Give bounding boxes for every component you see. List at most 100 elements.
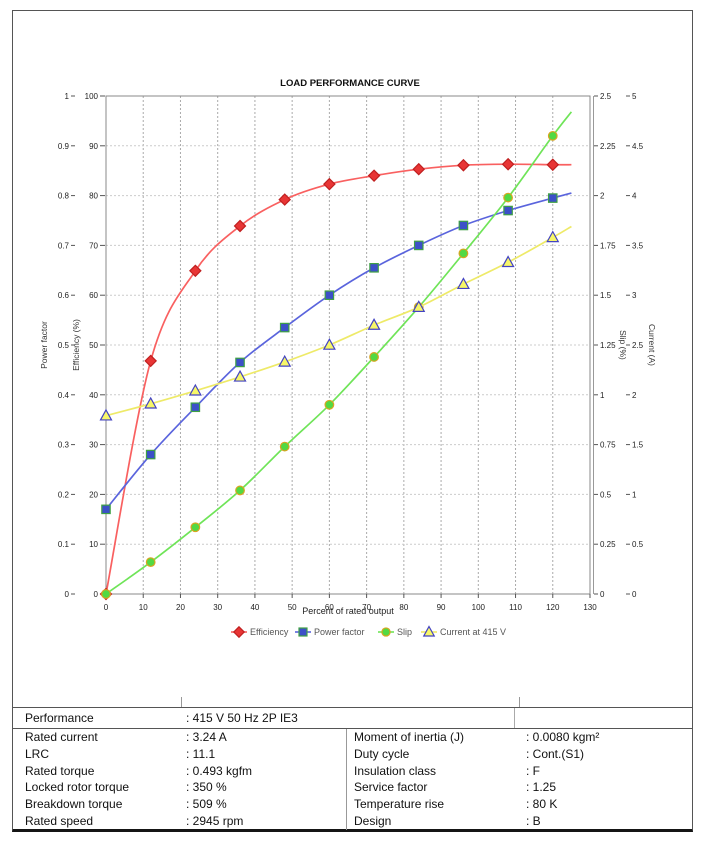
spec-value: : 80 K bbox=[526, 797, 558, 812]
table-spacer-row bbox=[13, 697, 692, 707]
legend-item-current: Current at 415 V bbox=[421, 625, 506, 637]
spec-value: : 11.1 bbox=[186, 746, 216, 761]
chart-title: LOAD PERFORMANCE CURVE bbox=[280, 78, 420, 89]
svg-text:100: 100 bbox=[472, 603, 486, 612]
performance-row-divider bbox=[514, 708, 515, 729]
svg-text:1.75: 1.75 bbox=[600, 241, 616, 250]
series-current bbox=[99, 225, 572, 421]
svg-text:Efficiency: Efficiency bbox=[250, 627, 289, 637]
svg-text:60: 60 bbox=[89, 291, 98, 300]
svg-text:130: 130 bbox=[583, 603, 597, 612]
svg-text:70: 70 bbox=[89, 241, 98, 250]
svg-text:0.8: 0.8 bbox=[58, 192, 70, 201]
spec-label: Locked rotor torque bbox=[25, 780, 130, 795]
svg-text:30: 30 bbox=[213, 603, 222, 612]
svg-text:0: 0 bbox=[94, 590, 99, 599]
svg-text:1.5: 1.5 bbox=[632, 441, 644, 450]
spec-label: Duty cycle bbox=[354, 746, 410, 761]
svg-text:2: 2 bbox=[600, 192, 605, 201]
x-axis-title: Percent of rated output bbox=[302, 606, 394, 616]
spec-row: Service factor : 1.25 bbox=[347, 779, 692, 796]
plot-border bbox=[105, 95, 591, 595]
svg-text:0: 0 bbox=[632, 590, 637, 599]
legend-item-power_factor: Power factor bbox=[295, 627, 365, 637]
svg-text:4: 4 bbox=[632, 192, 637, 201]
svg-text:110: 110 bbox=[509, 603, 522, 612]
datasheet-frame: LOAD PERFORMANCE CURVE 0 10 20 30 40 50 60 70 80 9… bbox=[12, 10, 693, 832]
spec-label: LRC bbox=[25, 746, 50, 761]
spec-value: : 350 % bbox=[186, 780, 227, 795]
gridlines bbox=[105, 95, 591, 595]
spec-row: Duty cycle : Cont.(S1) bbox=[347, 746, 692, 763]
performance-value: : 415 V 50 Hz 2P IE3 bbox=[186, 711, 298, 725]
svg-text:Slip: Slip bbox=[397, 627, 412, 637]
svg-text:5: 5 bbox=[632, 92, 637, 101]
svg-text:60: 60 bbox=[325, 603, 334, 612]
x-axis: 0 10 20 30 40 50 60 70 80 90 100 110 120 130 Percent o… bbox=[104, 594, 597, 616]
svg-text:0: 0 bbox=[104, 603, 109, 612]
svg-text:50: 50 bbox=[89, 341, 98, 350]
svg-text:0.5: 0.5 bbox=[58, 341, 70, 350]
spec-value: : 2945 rpm bbox=[186, 813, 244, 828]
svg-text:10: 10 bbox=[139, 603, 148, 612]
svg-text:1: 1 bbox=[600, 391, 605, 400]
svg-text:80: 80 bbox=[399, 603, 408, 612]
spec-label: Service factor bbox=[354, 780, 428, 795]
spec-label: Rated torque bbox=[25, 763, 95, 778]
svg-text:0.6: 0.6 bbox=[58, 291, 70, 300]
spec-row: Rated speed: 2945 rpm bbox=[13, 813, 346, 830]
spec-row: Moment of inertia (J): 0.0080 kgm² bbox=[347, 729, 692, 746]
series-power_factor bbox=[101, 192, 572, 515]
spacer-divider bbox=[519, 697, 520, 707]
spec-value: : B bbox=[526, 813, 541, 828]
svg-text:2.25: 2.25 bbox=[600, 142, 616, 151]
spec-row: Rated torque : 0.493 kgfm bbox=[13, 763, 346, 780]
svg-text:2: 2 bbox=[632, 391, 637, 400]
spec-row: Design: B bbox=[347, 813, 692, 830]
spec-label: Rated current bbox=[25, 730, 98, 744]
svg-text:50: 50 bbox=[288, 603, 297, 612]
svg-text:0.5: 0.5 bbox=[632, 540, 644, 549]
spec-column-left: Rated current: 3.24 A LRC : 11.1 Rated torq… bbox=[13, 729, 346, 830]
svg-text:1: 1 bbox=[65, 92, 70, 101]
svg-text:0.7: 0.7 bbox=[58, 241, 70, 250]
svg-text:1: 1 bbox=[632, 490, 637, 499]
svg-text:70: 70 bbox=[362, 603, 371, 612]
legend: Efficiency Power factor Slip Current at 415… bbox=[231, 625, 506, 639]
spec-value: : 0.493 kgfm bbox=[186, 763, 253, 778]
spec-value: : 1.25 bbox=[526, 780, 557, 795]
svg-text:20: 20 bbox=[89, 490, 98, 499]
spec-row: Rated current: 3.24 A bbox=[13, 729, 346, 746]
series-slip bbox=[101, 111, 573, 599]
svg-text:0: 0 bbox=[600, 590, 605, 599]
performance-label: Performance bbox=[25, 711, 94, 725]
spec-value: : 0.0080 kgm² bbox=[526, 730, 600, 744]
spec-value: : 509 % bbox=[186, 797, 227, 812]
svg-text:100: 100 bbox=[85, 92, 99, 101]
svg-text:30: 30 bbox=[89, 441, 98, 450]
current-axis-title: Current (A) bbox=[647, 324, 657, 366]
svg-text:0.75: 0.75 bbox=[600, 441, 616, 450]
spec-value: : F bbox=[526, 763, 540, 778]
spec-label: Breakdown torque bbox=[25, 797, 123, 812]
svg-text:80: 80 bbox=[89, 192, 98, 201]
svg-text:2.5: 2.5 bbox=[600, 92, 612, 101]
spec-value: : Cont.(S1) bbox=[526, 746, 585, 761]
legend-item-slip: Slip bbox=[378, 627, 412, 637]
svg-text:Current at 415 V: Current at 415 V bbox=[440, 627, 506, 637]
svg-text:120: 120 bbox=[546, 603, 560, 612]
power-factor-axis-title: Power factor bbox=[39, 321, 49, 369]
spec-label: Temperature rise bbox=[354, 797, 445, 812]
spec-row: Insulation class: F bbox=[347, 763, 692, 780]
spec-row: Temperature rise : 80 K bbox=[347, 796, 692, 813]
spacer-divider bbox=[181, 697, 182, 707]
svg-text:Power factor: Power factor bbox=[314, 627, 365, 637]
svg-text:2.5: 2.5 bbox=[632, 341, 644, 350]
svg-text:0.25: 0.25 bbox=[600, 540, 616, 549]
svg-text:0.1: 0.1 bbox=[58, 540, 70, 549]
svg-text:3.5: 3.5 bbox=[632, 241, 644, 250]
svg-text:10: 10 bbox=[89, 540, 98, 549]
svg-text:90: 90 bbox=[89, 142, 98, 151]
svg-text:0.4: 0.4 bbox=[58, 391, 70, 400]
